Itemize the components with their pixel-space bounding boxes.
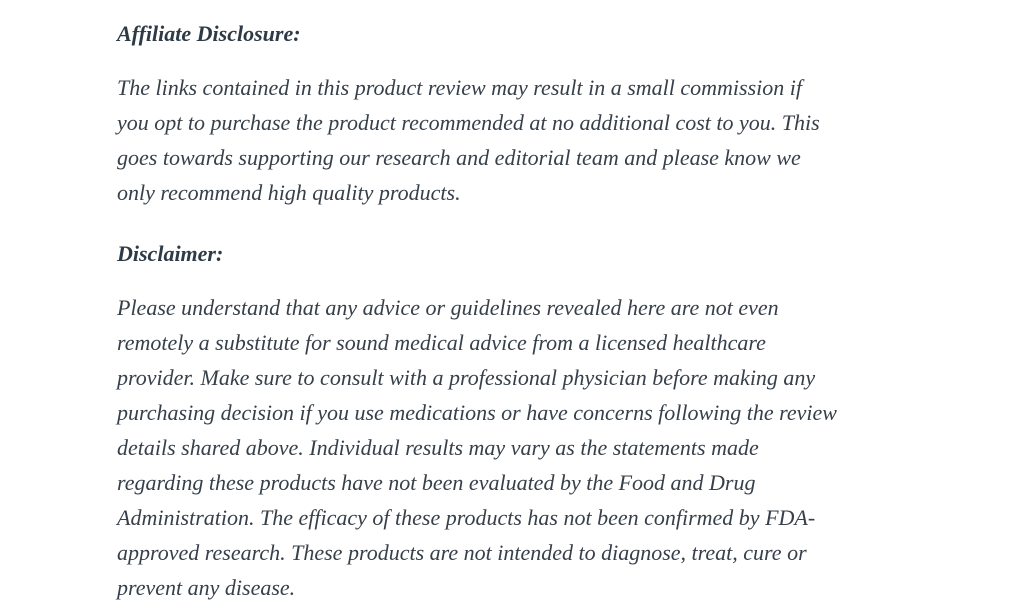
disclaimer-heading: Disclaimer:: [117, 241, 224, 266]
disclaimer-section: Disclaimer: Please understand that any a…: [117, 236, 947, 605]
disclaimer-paragraph: Please understand that any advice or gui…: [117, 295, 837, 600]
affiliate-disclosure-section: Affiliate Disclosure: The links containe…: [117, 16, 947, 210]
affiliate-disclosure-paragraph: The links contained in this product revi…: [117, 75, 820, 205]
affiliate-disclosure-heading: Affiliate Disclosure:: [117, 21, 301, 46]
article-content: Affiliate Disclosure: The links containe…: [117, 0, 947, 605]
